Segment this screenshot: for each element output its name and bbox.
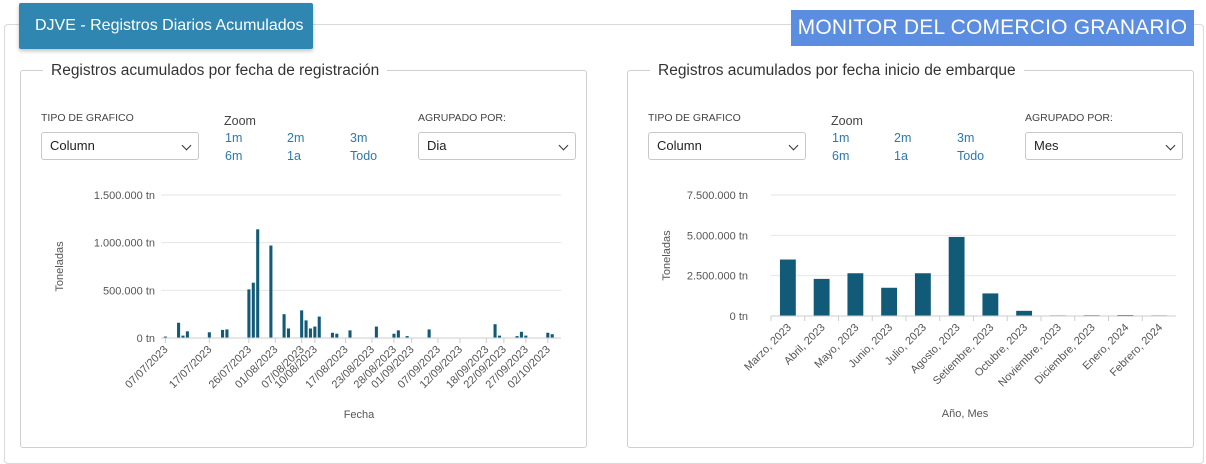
bar bbox=[207, 332, 211, 338]
left-zoom-1a[interactable]: 1a bbox=[287, 149, 301, 163]
y-axis-title: Toneladas bbox=[54, 241, 66, 292]
right-chart-card: Registros acumulados por fecha inicio de… bbox=[627, 62, 1194, 448]
right-group-select[interactable]: Mes bbox=[1025, 132, 1183, 160]
left-chart-title: Registros acumulados por fecha de regist… bbox=[43, 62, 388, 80]
bar bbox=[982, 293, 999, 316]
bar bbox=[515, 336, 519, 338]
bar bbox=[163, 336, 167, 338]
bar bbox=[546, 332, 550, 338]
bar bbox=[519, 331, 523, 338]
bar bbox=[493, 324, 497, 338]
bar bbox=[185, 331, 189, 338]
y-tick-label: 0 tn bbox=[137, 333, 155, 345]
right-zoom-todo[interactable]: Todo bbox=[957, 149, 985, 163]
right-chart-title: Registros acumulados por fecha inicio de… bbox=[650, 62, 1024, 80]
bar bbox=[308, 328, 312, 338]
bar bbox=[221, 329, 225, 338]
monitor-title-banner: MONITOR DEL COMERCIO GRANARIO bbox=[791, 10, 1194, 46]
bar bbox=[304, 320, 308, 338]
right-chart-type-value: Column bbox=[657, 138, 702, 153]
bar bbox=[225, 329, 229, 338]
y-tick-label: 7.500.000 tn bbox=[687, 190, 748, 202]
left-chart-type-label: TIPO DE GRAFICO bbox=[41, 112, 134, 124]
bar bbox=[405, 336, 409, 338]
right-group-label: AGRUPADO POR: bbox=[1025, 112, 1113, 124]
bar bbox=[181, 335, 185, 338]
y-tick-label: 1.500.000 tn bbox=[94, 190, 155, 202]
bar bbox=[335, 333, 339, 338]
bar bbox=[427, 329, 431, 338]
right-zoom-2m[interactable]: 2m bbox=[894, 131, 912, 145]
left-bar-chart: 0 tn 500.000 tn 1.000.000 tn 1.500.000 tn To… bbox=[54, 190, 561, 421]
right-zoom-label: Zoom bbox=[831, 114, 863, 128]
bar bbox=[269, 245, 273, 338]
bar bbox=[396, 330, 400, 338]
left-zoom-1m[interactable]: 1m bbox=[225, 131, 243, 145]
left-chart-card: Registros acumulados por fecha de regist… bbox=[20, 62, 587, 448]
y-tick-label: 0 tn bbox=[730, 311, 748, 323]
x-axis-title: Fecha bbox=[344, 409, 375, 421]
right-chart-type-label: TIPO DE GRAFICO bbox=[648, 112, 741, 124]
x-tick-label: Diciembre, 2023 bbox=[1033, 322, 1098, 387]
x-tick-label: Setiembre, 2023 bbox=[931, 322, 997, 388]
left-chart-type-value: Column bbox=[50, 138, 95, 153]
right-zoom-3m[interactable]: 3m bbox=[957, 131, 975, 145]
bar bbox=[374, 326, 378, 338]
chevron-down-icon bbox=[558, 140, 569, 151]
bar bbox=[813, 278, 830, 316]
left-chart-type-select[interactable]: Column bbox=[41, 132, 199, 160]
right-bar-chart: 0 tn 2.500.000 tn 5.000.000 tn 7.500.000 tn… bbox=[661, 190, 1176, 420]
left-zoom-2m[interactable]: 2m bbox=[287, 131, 305, 145]
x-axis-title: Año, Mes bbox=[942, 408, 989, 420]
bar bbox=[286, 328, 291, 338]
bar bbox=[282, 314, 286, 338]
right-chart-type-select[interactable]: Column bbox=[648, 132, 806, 160]
bar bbox=[1016, 310, 1033, 316]
bar bbox=[300, 310, 304, 338]
right-zoom-6m[interactable]: 6m bbox=[832, 149, 850, 163]
left-zoom-todo[interactable]: Todo bbox=[350, 149, 378, 163]
x-tick-label: 07/07/2023 bbox=[123, 344, 170, 391]
left-zoom-3m[interactable]: 3m bbox=[350, 131, 368, 145]
left-zoom-6m[interactable]: 6m bbox=[225, 149, 243, 163]
left-group-label: AGRUPADO POR: bbox=[418, 112, 506, 124]
y-tick-label: 1.000.000 tn bbox=[94, 238, 155, 250]
right-zoom-1m[interactable]: 1m bbox=[832, 131, 850, 145]
bar bbox=[847, 273, 864, 316]
left-group-select[interactable]: Dia bbox=[418, 132, 576, 160]
y-axis-title: Toneladas bbox=[661, 230, 673, 281]
left-group-value: Dia bbox=[427, 138, 447, 153]
right-group-value: Mes bbox=[1034, 138, 1059, 153]
bar bbox=[779, 259, 796, 316]
chevron-down-icon bbox=[1165, 140, 1176, 151]
left-zoom-label: Zoom bbox=[224, 114, 256, 128]
bar bbox=[497, 335, 501, 338]
y-tick-label: 2.500.000 tn bbox=[687, 271, 748, 283]
bar bbox=[881, 287, 898, 316]
bar bbox=[524, 335, 528, 338]
y-tick-label: 5.000.000 tn bbox=[687, 230, 748, 242]
bar bbox=[317, 316, 321, 338]
chevron-down-icon bbox=[788, 140, 799, 151]
right-zoom-1a[interactable]: 1a bbox=[894, 149, 908, 163]
y-tick-label: 500.000 tn bbox=[103, 285, 155, 297]
bar bbox=[948, 236, 965, 316]
bar bbox=[256, 229, 260, 338]
bar bbox=[392, 333, 396, 338]
bar bbox=[177, 322, 181, 338]
chevron-down-icon bbox=[181, 140, 192, 151]
bar bbox=[914, 273, 931, 316]
bar bbox=[313, 326, 317, 338]
x-tick-label: Marzo, 2023 bbox=[742, 322, 794, 374]
bar bbox=[330, 332, 334, 338]
panel-tab-header[interactable]: DJVE - Registros Diarios Acumulados bbox=[19, 3, 313, 49]
bar bbox=[550, 334, 554, 338]
bar bbox=[348, 330, 352, 338]
bar bbox=[251, 282, 255, 338]
x-tick-label: Noviembre, 2023 bbox=[996, 322, 1064, 390]
bar bbox=[247, 289, 251, 338]
